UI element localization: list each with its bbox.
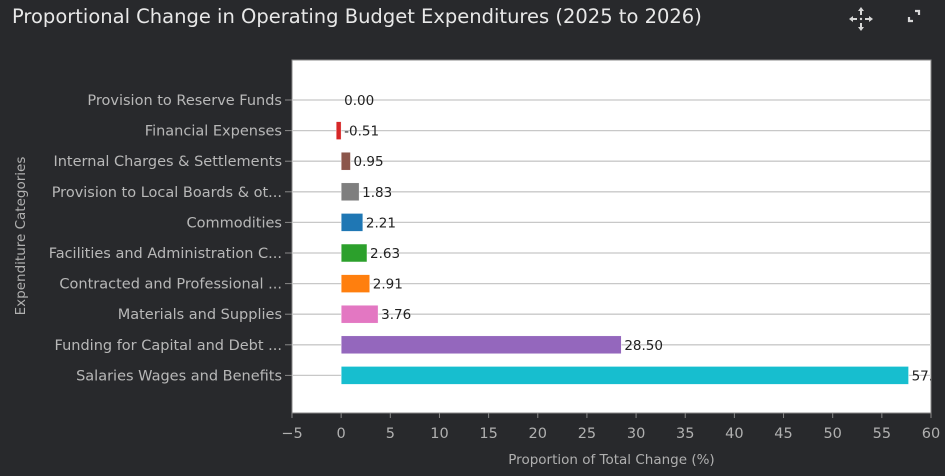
data-label: 1.83 xyxy=(362,185,392,201)
data-label: 3.76 xyxy=(381,307,411,323)
bar xyxy=(340,182,360,202)
move-arrows-icon[interactable] xyxy=(848,6,874,37)
plot-content: 0.00 -0.51 0.95 1.83 2.21 2.63 2.91 3.76 28.50 57… xyxy=(292,93,945,385)
data-label: 2.91 xyxy=(373,277,403,293)
y-tick-label: Funding for Capital and Debt ... xyxy=(55,338,282,354)
y-tick-label: Internal Charges & Settlements xyxy=(53,154,282,170)
x-tick-label: 5 xyxy=(386,426,395,442)
chart-title: Proportional Change in Operating Budget … xyxy=(12,5,702,28)
data-label: 2.21 xyxy=(366,215,396,231)
x-axis-title: Proportion of Total Change (%) xyxy=(508,452,714,468)
bar xyxy=(335,121,342,140)
x-tick-label: 35 xyxy=(676,426,694,442)
x-tick-label: 10 xyxy=(430,426,448,442)
x-tick-label: 25 xyxy=(578,426,596,442)
x-tick-label: −5 xyxy=(281,426,302,442)
x-tick-label: 15 xyxy=(479,426,497,442)
data-label: 57.72 xyxy=(912,368,945,384)
data-label: 0.00 xyxy=(344,93,374,109)
bar xyxy=(340,213,364,232)
bar xyxy=(340,151,351,171)
x-tick-label: 40 xyxy=(725,426,743,442)
x-tick-label: 20 xyxy=(529,426,547,442)
x-tick-label: 60 xyxy=(922,426,940,442)
bar xyxy=(340,335,622,355)
plot-area xyxy=(291,59,932,414)
y-axis-title: Expenditure Categories xyxy=(13,157,29,316)
data-label: -0.51 xyxy=(344,124,379,140)
bar xyxy=(340,243,368,263)
y-tick-label: Provision to Local Boards & ot... xyxy=(52,185,282,201)
x-tick-label: 45 xyxy=(774,426,792,442)
x-tick-label: 55 xyxy=(873,426,891,442)
y-tick-label: Materials and Supplies xyxy=(118,307,282,323)
expand-icon[interactable] xyxy=(904,6,924,31)
bar xyxy=(340,304,379,324)
data-label: 0.95 xyxy=(353,154,383,170)
x-tick-label: 50 xyxy=(823,426,841,442)
y-tick-label: Contracted and Professional ... xyxy=(59,277,282,293)
data-label: 28.50 xyxy=(624,338,663,354)
y-tick-label: Salaries Wages and Benefits xyxy=(76,368,282,384)
y-tick-label: Facilities and Administration C... xyxy=(49,246,282,262)
bar xyxy=(340,274,371,293)
y-tick-label: Provision to Reserve Funds xyxy=(87,93,282,109)
y-tick-label: Commodities xyxy=(186,215,282,231)
y-tick-label: Financial Expenses xyxy=(145,124,282,140)
bar xyxy=(340,366,909,385)
data-label: 2.63 xyxy=(370,246,400,262)
x-tick-label: 0 xyxy=(337,426,346,442)
x-tick-label: 30 xyxy=(627,426,645,442)
